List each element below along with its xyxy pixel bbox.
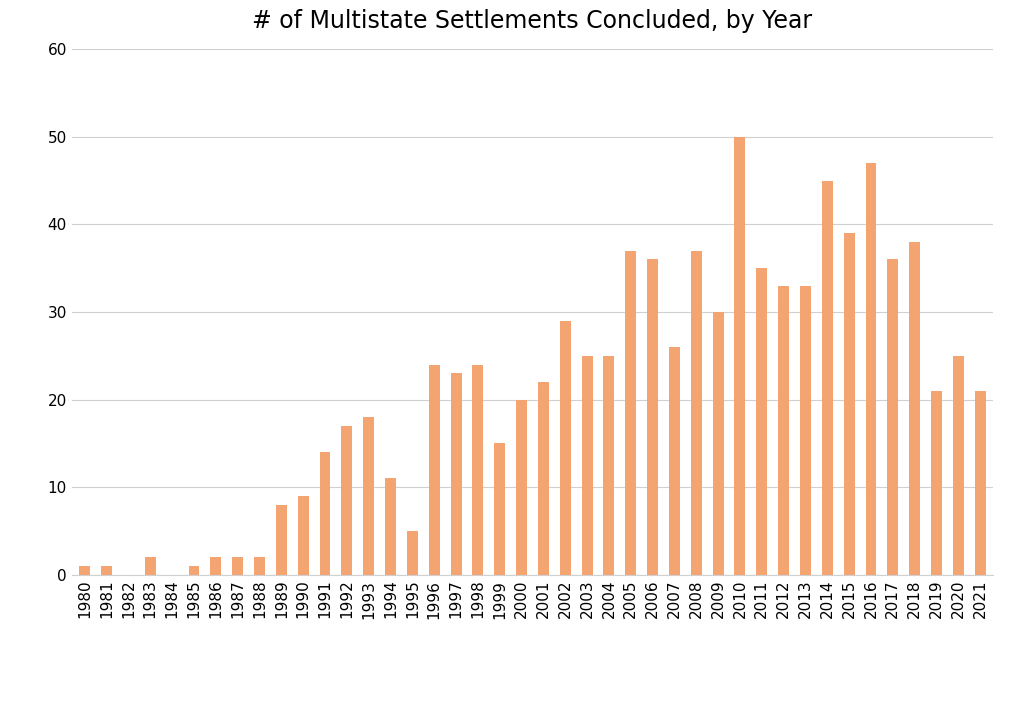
Bar <box>79 566 90 575</box>
Bar <box>275 505 287 575</box>
Bar <box>472 365 483 575</box>
Bar <box>364 417 374 575</box>
Bar <box>909 242 921 575</box>
Bar <box>691 250 701 575</box>
Bar <box>298 496 308 575</box>
Bar <box>144 557 156 575</box>
Bar <box>538 382 549 575</box>
Bar <box>385 478 396 575</box>
Bar <box>516 400 527 575</box>
Bar <box>210 557 221 575</box>
Bar <box>778 286 790 575</box>
Bar <box>101 566 112 575</box>
Bar <box>865 163 877 575</box>
Title: # of Multistate Settlements Concluded, by Year: # of Multistate Settlements Concluded, b… <box>253 9 812 33</box>
Bar <box>888 259 898 575</box>
Bar <box>232 557 243 575</box>
Bar <box>560 320 570 575</box>
Bar <box>931 391 942 575</box>
Bar <box>975 391 986 575</box>
Bar <box>341 426 352 575</box>
Bar <box>319 452 331 575</box>
Bar <box>669 347 680 575</box>
Bar <box>407 531 418 575</box>
Bar <box>429 365 439 575</box>
Bar <box>713 312 724 575</box>
Bar <box>734 137 745 575</box>
Bar <box>451 373 462 575</box>
Bar <box>800 286 811 575</box>
Bar <box>844 233 855 575</box>
Bar <box>757 268 767 575</box>
Bar <box>822 181 833 575</box>
Bar <box>603 355 614 575</box>
Bar <box>188 566 200 575</box>
Bar <box>495 443 505 575</box>
Bar <box>647 259 658 575</box>
Bar <box>254 557 265 575</box>
Bar <box>953 355 964 575</box>
Bar <box>582 355 593 575</box>
Bar <box>626 250 636 575</box>
